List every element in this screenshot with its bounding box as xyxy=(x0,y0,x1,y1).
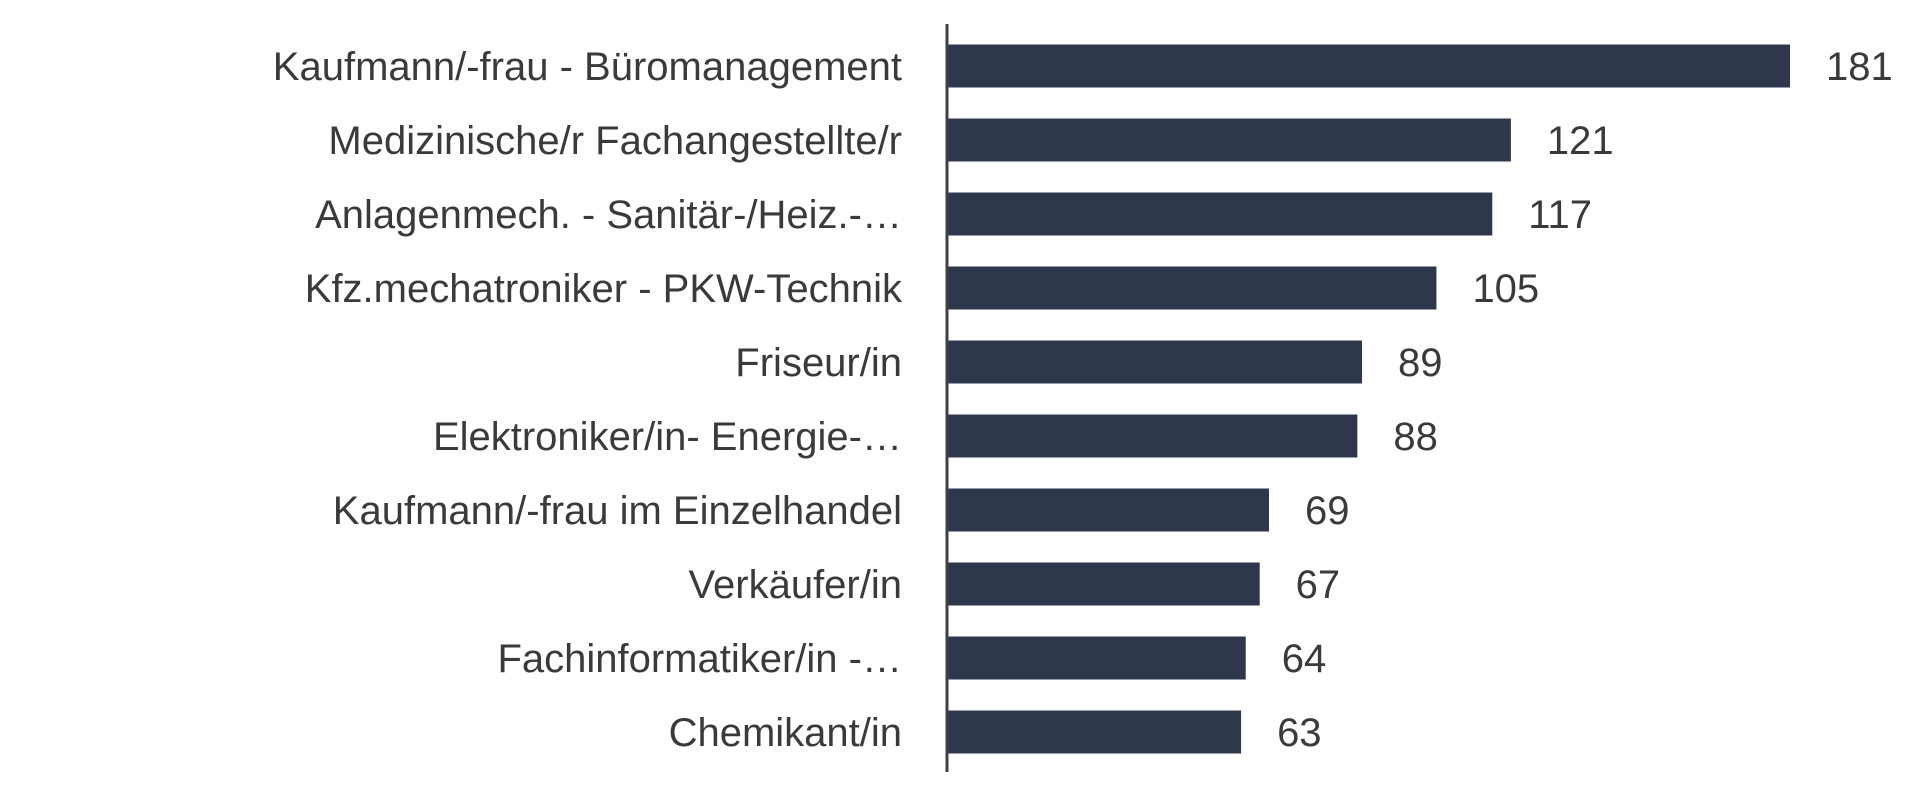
bar xyxy=(948,192,1493,236)
value-labels-group: 181 121 117 105 89 88 69 67 64 63 xyxy=(1277,45,1893,755)
value-label: 69 xyxy=(1305,489,1350,533)
category-label: Fachinformatiker/in -… xyxy=(497,637,902,681)
bar xyxy=(948,488,1269,532)
category-label: Kaufmann/-frau im Einzelhandel xyxy=(333,489,902,533)
value-label: 67 xyxy=(1296,563,1341,607)
category-label: Kaufmann/-frau - Büromanagement xyxy=(273,45,902,89)
category-labels-group: Kaufmann/-frau - Büromanagement Medizinis… xyxy=(273,45,903,755)
bars-group xyxy=(948,44,1790,754)
category-label: Elektroniker/in- Energie-… xyxy=(433,415,902,459)
bar xyxy=(948,266,1437,310)
bar xyxy=(948,562,1260,606)
bar xyxy=(948,44,1790,88)
value-label: 64 xyxy=(1282,637,1327,681)
bar xyxy=(948,118,1511,162)
bar xyxy=(948,710,1242,754)
bar xyxy=(948,340,1363,384)
category-label: Kfz.mechatroniker - PKW-Technik xyxy=(305,267,903,311)
bar xyxy=(948,414,1358,458)
category-label: Anlagenmech. - Sanitär-/Heiz.-… xyxy=(315,193,902,237)
value-label: 121 xyxy=(1547,119,1614,163)
category-label: Medizinische/r Fachangestellte/r xyxy=(328,119,902,163)
value-label: 89 xyxy=(1398,341,1443,385)
value-label: 88 xyxy=(1393,415,1438,459)
category-label: Friseur/in xyxy=(735,341,902,385)
category-label: Chemikant/in xyxy=(669,711,902,755)
value-label: 63 xyxy=(1277,711,1322,755)
bar xyxy=(948,636,1246,680)
category-label: Verkäufer/in xyxy=(689,563,902,607)
value-label: 105 xyxy=(1472,267,1539,311)
value-label: 181 xyxy=(1826,45,1893,89)
value-label: 117 xyxy=(1528,193,1592,237)
